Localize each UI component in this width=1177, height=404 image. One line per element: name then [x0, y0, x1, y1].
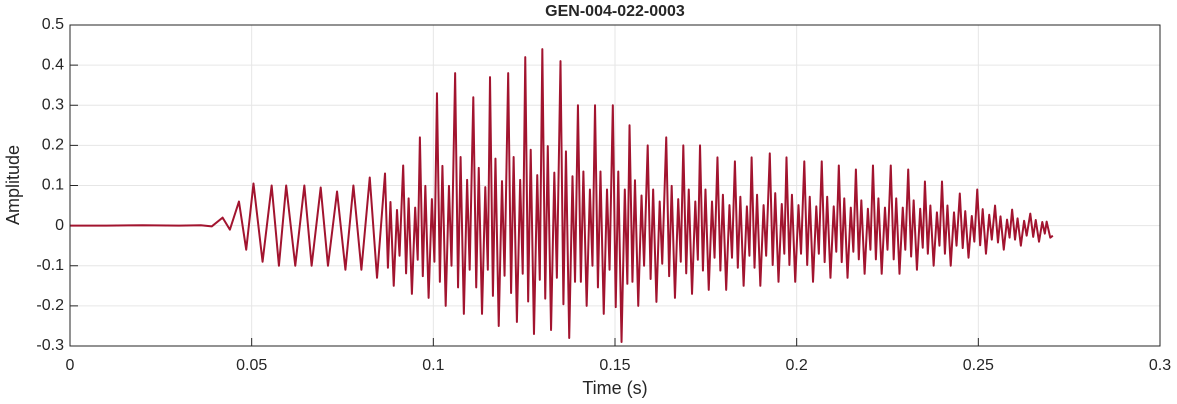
x-tick-label: 0.2: [786, 357, 808, 374]
axes-box: [69, 24, 1161, 347]
x-tick-label: 0.15: [599, 357, 630, 374]
y-tick-label: 0.1: [42, 177, 64, 194]
y-tick-label: 0.2: [42, 137, 64, 154]
y-tick-label: 0.4: [42, 56, 64, 73]
y-tick-label: 0.3: [42, 96, 64, 113]
y-tick-label: -0.2: [36, 297, 64, 314]
x-axis-label: Time (s): [582, 378, 647, 398]
y-tick-label: -0.1: [36, 257, 64, 274]
waveform-line: [70, 48, 1054, 343]
x-tick-label: 0.05: [236, 357, 267, 374]
y-axis-label: Amplitude: [3, 145, 23, 225]
x-tick-label: 0.3: [1149, 357, 1171, 374]
x-tick-label: 0: [66, 357, 75, 374]
x-tick-label: 0.25: [963, 357, 994, 374]
y-tick-label: 0.5: [42, 16, 64, 33]
chart-title: GEN-004-022-0003: [545, 3, 685, 20]
y-tick-label: -0.3: [36, 337, 64, 354]
x-tick-label: 0.1: [422, 357, 444, 374]
y-tick-label: 0: [55, 217, 64, 234]
